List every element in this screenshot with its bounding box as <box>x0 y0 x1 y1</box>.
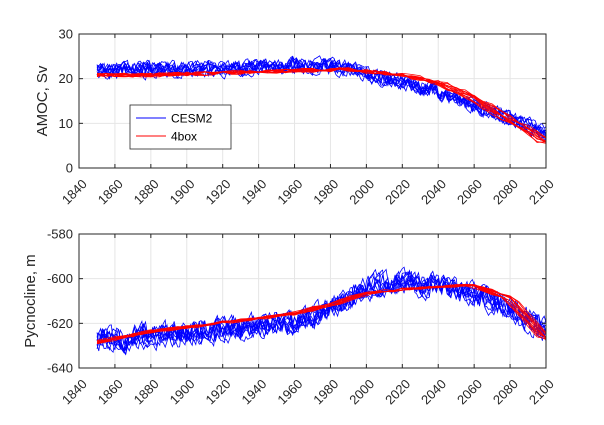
x-tick-label: 1860 <box>95 176 126 207</box>
amoc-panel: 1840 1860 1880 1900 1920 1940 1960 1980 2000 2020… <box>34 27 557 208</box>
cesm2-series-line-10 <box>96 55 546 135</box>
x-tick-label: 1920 <box>203 176 234 207</box>
cesm2-series-line-10 <box>96 272 546 348</box>
cesm2-series-line-7 <box>96 58 546 141</box>
pycnocline-panel: 1840 1860 1880 1900 1920 1940 1960 1980 2000 2020… <box>22 227 557 408</box>
x-tick-label: 1940 <box>238 376 269 407</box>
legend: CESM2 4box <box>129 104 232 150</box>
y-tick-label: -640 <box>47 361 73 376</box>
x-tick-label: 2100 <box>526 376 557 407</box>
x-tick-label: 1880 <box>131 176 162 207</box>
y-tick-label: -580 <box>47 227 73 242</box>
x-tick-label: 2020 <box>382 376 413 407</box>
x-tick-label: 1980 <box>310 376 341 407</box>
cesm2-series-line-6 <box>96 270 546 353</box>
x-tick-label: 2060 <box>454 376 485 407</box>
series-lines <box>96 266 546 356</box>
4box-series-line-7 <box>96 284 546 342</box>
legend-label-cesm2: CESM2 <box>171 112 213 126</box>
legend-box <box>129 104 232 150</box>
y-axis-label: Pycnocline, m <box>22 254 39 347</box>
plot-area <box>79 234 546 368</box>
axes-box <box>78 33 547 169</box>
y-tick-label: 10 <box>59 116 73 131</box>
cesm2-series-line-8 <box>96 58 546 136</box>
x-tick-label: 2080 <box>490 176 521 207</box>
y-tick-label: -620 <box>47 316 73 331</box>
y-tick-label: 0 <box>66 161 73 176</box>
series-lines <box>96 55 546 144</box>
y-axis-label: AMOC, Sv <box>34 65 51 136</box>
x-tick-label: 2080 <box>490 376 521 407</box>
x-tick-label: 2000 <box>346 376 377 407</box>
x-tick-label: 2040 <box>418 376 449 407</box>
x-tick-label: 1940 <box>238 176 269 207</box>
x-tick-label: 1840 <box>59 176 90 207</box>
x-tick-label: 1900 <box>167 376 198 407</box>
x-tick-label: 1860 <box>95 376 126 407</box>
x-tick-label: 1960 <box>274 376 305 407</box>
legend-label-4box: 4box <box>171 130 197 144</box>
4box-series-line-10 <box>96 283 546 343</box>
x-tick-label: 2040 <box>418 176 449 207</box>
y-tick-label: 30 <box>59 27 73 42</box>
x-tick-label: 1880 <box>131 376 162 407</box>
y-tick-label: -600 <box>47 271 73 286</box>
x-tick-label: 1900 <box>167 176 198 207</box>
x-tick-label: 2100 <box>526 176 557 207</box>
axes-box <box>78 233 547 369</box>
cesm2-series-line-7 <box>96 266 546 356</box>
x-tick-label: 2060 <box>454 176 485 207</box>
4box-series-line-10 <box>97 67 546 143</box>
x-tick-label: 1920 <box>203 376 234 407</box>
x-tick-label: 1980 <box>310 176 341 207</box>
y-tick-label: 20 <box>59 71 73 86</box>
x-tick-label: 1840 <box>59 376 90 407</box>
x-tick-label: 2000 <box>346 176 377 207</box>
x-tick-label: 2020 <box>382 176 413 207</box>
x-tick-label: 1960 <box>274 176 305 207</box>
